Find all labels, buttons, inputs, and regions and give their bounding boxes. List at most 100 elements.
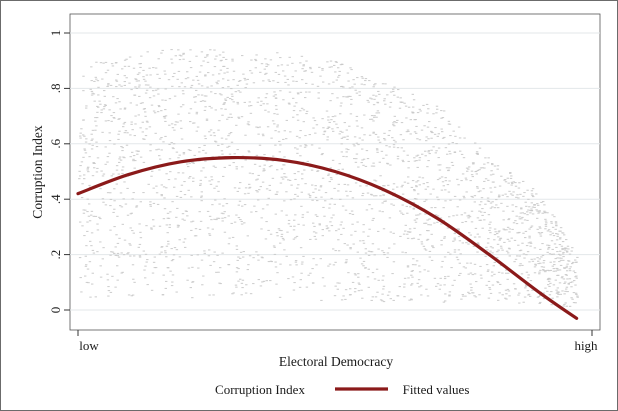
scatter-point: [270, 165, 273, 167]
scatter-point: [415, 155, 418, 157]
scatter-point: [197, 267, 200, 269]
scatter-point: [440, 110, 443, 112]
scatter-point: [410, 238, 414, 240]
scatter-point: [439, 284, 442, 286]
scatter-point: [332, 264, 336, 266]
scatter-point: [322, 206, 325, 208]
scatter-point: [490, 275, 494, 277]
scatter-point: [161, 49, 164, 51]
scatter-point: [244, 187, 248, 189]
scatter-point: [529, 226, 533, 228]
scatter-point: [160, 52, 163, 54]
scatter-point: [220, 108, 223, 110]
scatter-point: [176, 207, 179, 209]
scatter-point: [344, 298, 347, 300]
scatter-point: [299, 155, 302, 157]
scatter-point: [381, 202, 384, 204]
scatter-point: [362, 231, 365, 233]
scatter-point: [473, 263, 477, 265]
scatter-point: [87, 282, 90, 284]
scatter-point: [554, 228, 557, 230]
scatter-point: [154, 67, 158, 69]
scatter-point: [239, 219, 242, 221]
scatter-point: [415, 181, 418, 183]
scatter-point: [342, 96, 345, 98]
scatter-point: [330, 119, 333, 121]
scatter-point: [272, 155, 275, 157]
scatter-point: [100, 170, 103, 172]
scatter-point: [237, 116, 240, 118]
scatter-point: [382, 301, 386, 303]
scatter-point: [241, 55, 244, 57]
scatter-point: [204, 138, 207, 140]
scatter-point: [312, 258, 315, 260]
scatter-point: [266, 103, 269, 105]
scatter-point: [396, 295, 399, 297]
scatter-point: [333, 203, 336, 205]
scatter-point: [440, 128, 443, 130]
scatter-point: [288, 91, 292, 93]
scatter-point: [213, 49, 216, 51]
scatter-point: [571, 263, 574, 265]
scatter-point: [483, 167, 486, 169]
scatter-point: [507, 252, 510, 254]
scatter-point: [493, 239, 496, 241]
scatter-point: [106, 69, 110, 71]
scatter-point: [227, 215, 230, 217]
scatter-point: [299, 110, 302, 112]
scatter-point: [471, 196, 474, 198]
scatter-point: [430, 207, 433, 209]
scatter-point: [209, 134, 213, 136]
scatter-point: [150, 227, 153, 229]
scatter-point: [490, 191, 493, 193]
scatter-point: [564, 247, 567, 249]
scatter-point: [488, 229, 491, 231]
scatter-point: [226, 67, 229, 69]
scatter-point: [227, 135, 230, 137]
scatter-point: [311, 199, 314, 201]
scatter-point: [310, 144, 314, 146]
scatter-point: [545, 222, 548, 224]
scatter-point: [109, 198, 113, 200]
scatter-point: [470, 289, 473, 291]
scatter-point: [543, 210, 546, 212]
scatter-point: [493, 165, 497, 167]
scatter-point: [531, 188, 535, 190]
scatter-point: [344, 262, 347, 264]
scatter-point: [294, 178, 297, 180]
scatter-point: [413, 160, 417, 162]
scatter-point: [420, 129, 424, 131]
scatter-point: [370, 165, 374, 167]
scatter-point: [90, 214, 93, 216]
scatter-point: [271, 120, 275, 122]
scatter-point: [392, 124, 395, 126]
scatter-point: [365, 185, 368, 187]
scatter-point: [170, 58, 173, 60]
scatter-point: [537, 263, 540, 265]
scatter-point: [562, 256, 565, 258]
scatter-point: [399, 235, 402, 237]
scatter-point: [478, 204, 482, 206]
scatter-point: [455, 143, 458, 145]
scatter-point: [267, 261, 271, 263]
scatter-point: [411, 93, 414, 95]
scatter-point: [332, 81, 335, 83]
scatter-point: [347, 272, 350, 274]
scatter-point: [513, 239, 517, 241]
scatter-point: [295, 235, 299, 237]
scatter-point: [490, 170, 493, 172]
scatter-point: [487, 238, 490, 240]
scatter-point: [383, 100, 386, 102]
scatter-point: [524, 285, 528, 287]
scatter-point: [373, 84, 376, 86]
scatter-point: [227, 116, 230, 118]
scatter-point: [232, 162, 235, 164]
scatter-point: [321, 118, 324, 120]
scatter-point: [548, 253, 552, 255]
scatter-point: [188, 60, 192, 62]
scatter-point: [223, 198, 226, 200]
scatter-point: [403, 102, 406, 104]
scatter-point: [232, 292, 235, 294]
y-tick-label: 1: [48, 30, 63, 37]
scatter-point: [152, 187, 155, 189]
